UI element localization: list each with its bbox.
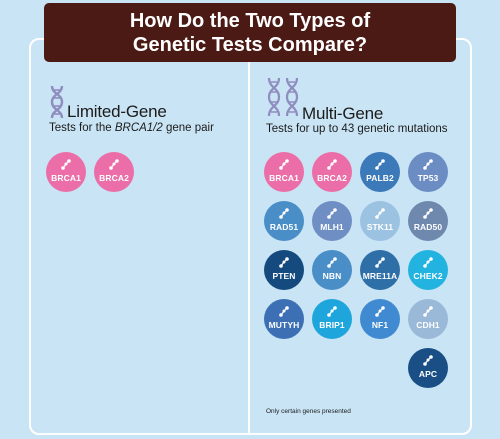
gene-circle-stk11: STK11 xyxy=(360,201,400,241)
molecule-icon xyxy=(279,208,289,219)
molecule-icon xyxy=(327,159,337,170)
gene-circle-brca2: BRCA2 xyxy=(312,152,352,192)
gene-label: NBN xyxy=(322,271,342,281)
gene-label: BRCA1 xyxy=(51,173,81,183)
gene-label: BRCA1 xyxy=(269,173,299,183)
title-banner: How Do the Two Types of Genetic Tests Co… xyxy=(44,3,456,62)
molecule-icon xyxy=(61,159,71,170)
gene-circle-tp53: TP53 xyxy=(408,152,448,192)
molecule-icon xyxy=(423,208,433,219)
molecule-icon xyxy=(327,208,337,219)
gene-label: BRCA2 xyxy=(317,173,347,183)
multi-gene-heading: Multi-Gene xyxy=(302,104,384,123)
gene-label: RAD51 xyxy=(269,222,299,232)
footnote: Only certain genes presented xyxy=(266,408,351,415)
limited-gene-subtitle: Tests for the BRCA1/2 gene pair xyxy=(49,122,214,134)
molecule-icon xyxy=(109,159,119,170)
gene-label: MUTYH xyxy=(268,320,300,330)
molecule-icon xyxy=(375,306,385,317)
gene-label: RAD50 xyxy=(413,222,443,232)
gene-circle-rad51: RAD51 xyxy=(264,201,304,241)
molecule-icon xyxy=(423,306,433,317)
multi-gene-subtitle: Tests for up to 43 genetic mutations xyxy=(266,123,448,135)
gene-circle-nf1: NF1 xyxy=(360,299,400,339)
molecule-icon xyxy=(375,208,385,219)
gene-label: CHEK2 xyxy=(413,271,443,281)
column-divider xyxy=(248,38,250,435)
gene-circle-apc: APC xyxy=(408,348,448,388)
gene-circle-rad50: RAD50 xyxy=(408,201,448,241)
gene-label: BRCA2 xyxy=(99,173,129,183)
molecule-icon xyxy=(279,159,289,170)
title-line-1: How Do the Two Types of xyxy=(129,10,371,32)
molecule-icon xyxy=(375,257,385,268)
gene-label: CDH1 xyxy=(416,320,440,330)
molecule-icon xyxy=(279,257,289,268)
molecule-icon xyxy=(423,159,433,170)
gene-circle-mutyh: MUTYH xyxy=(264,299,304,339)
gene-circle-brca2: BRCA2 xyxy=(94,152,134,192)
molecule-icon xyxy=(327,257,337,268)
gene-label: MRE11A xyxy=(362,271,398,281)
gene-circle-palb2: PALB2 xyxy=(360,152,400,192)
gene-circle-brca1: BRCA1 xyxy=(264,152,304,192)
dna-helix-icon xyxy=(266,76,300,118)
gene-circle-pten: PTEN xyxy=(264,250,304,290)
gene-circle-chek2: CHEK2 xyxy=(408,250,448,290)
gene-circle-brca1: BRCA1 xyxy=(46,152,86,192)
molecule-icon xyxy=(423,257,433,268)
gene-label: APC xyxy=(418,369,438,379)
dna-helix-icon xyxy=(49,86,65,118)
title-line-2: Genetic Tests Compare? xyxy=(132,34,368,56)
gene-circle-mre11a: MRE11A xyxy=(360,250,400,290)
limited-gene-heading: Limited-Gene xyxy=(67,102,167,121)
gene-circle-cdh1: CDH1 xyxy=(408,299,448,339)
molecule-icon xyxy=(327,306,337,317)
gene-label: STK11 xyxy=(366,222,394,232)
gene-label: BRIP1 xyxy=(319,320,345,330)
gene-label: TP53 xyxy=(417,173,439,183)
comparison-frame xyxy=(29,38,472,435)
molecule-icon xyxy=(279,306,289,317)
gene-label: PALB2 xyxy=(366,173,394,183)
gene-label: NF1 xyxy=(371,320,389,330)
gene-label: PTEN xyxy=(272,271,296,281)
gene-label: MLH1 xyxy=(320,222,344,232)
gene-circle-brip1: BRIP1 xyxy=(312,299,352,339)
molecule-icon xyxy=(423,355,433,366)
molecule-icon xyxy=(375,159,385,170)
gene-circle-mlh1: MLH1 xyxy=(312,201,352,241)
gene-circle-nbn: NBN xyxy=(312,250,352,290)
